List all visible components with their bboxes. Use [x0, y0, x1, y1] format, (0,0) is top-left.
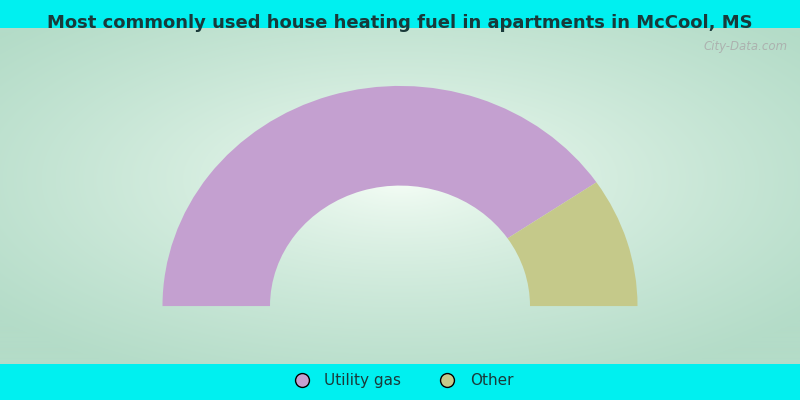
Legend: Utility gas, Other: Utility gas, Other	[280, 367, 520, 394]
Wedge shape	[507, 182, 638, 306]
Wedge shape	[162, 86, 597, 306]
Text: City-Data.com: City-Data.com	[703, 40, 787, 52]
Text: Most commonly used house heating fuel in apartments in McCool, MS: Most commonly used house heating fuel in…	[47, 14, 753, 32]
